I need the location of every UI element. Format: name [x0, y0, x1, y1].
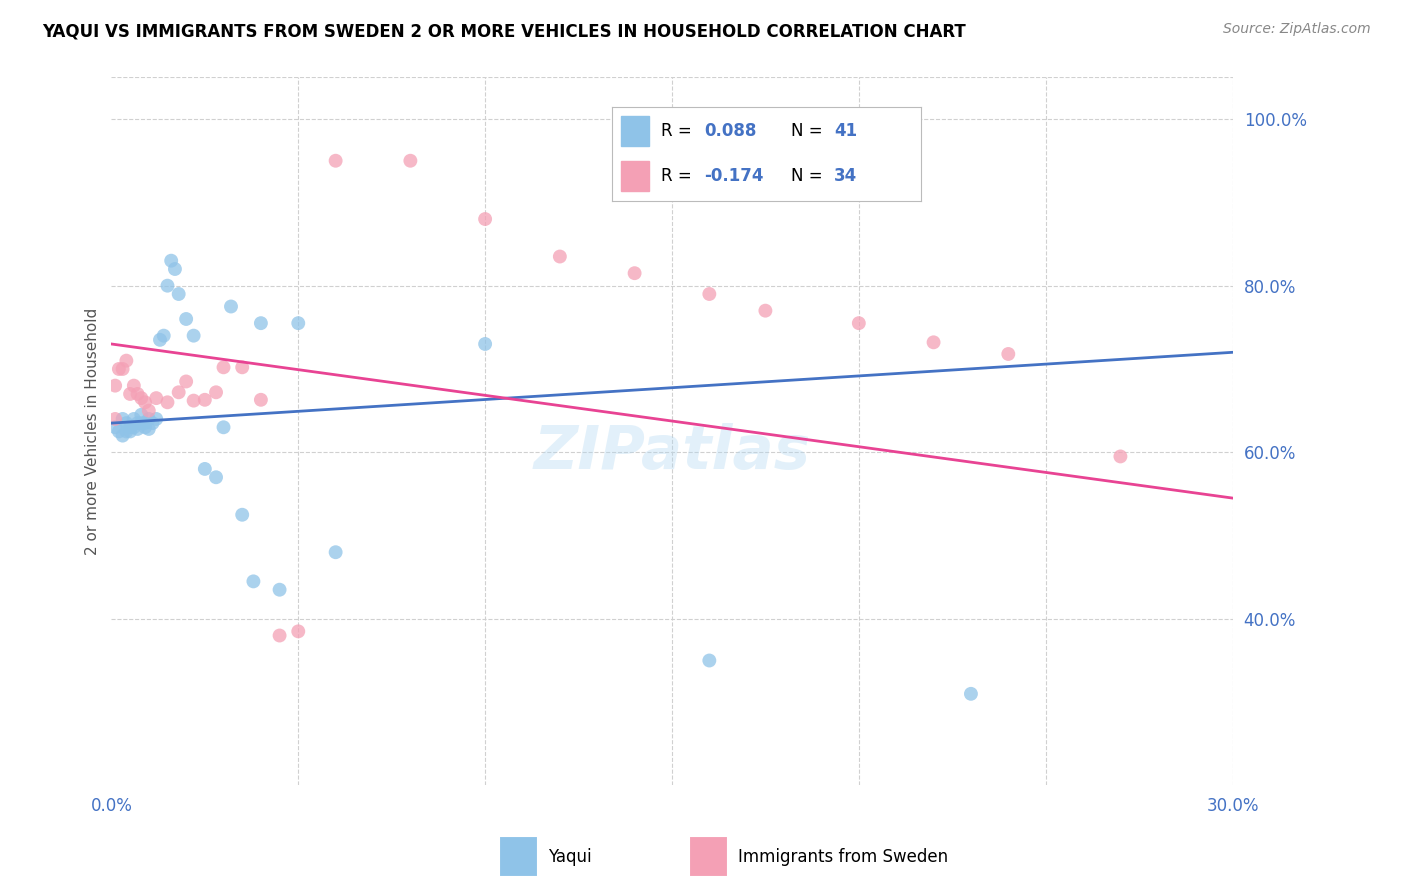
Point: [160, 253, 183, 268]
Point: [194, 392, 217, 407]
Point: [960, 687, 983, 701]
Bar: [621, 161, 648, 191]
Point: [131, 391, 153, 405]
Point: [287, 316, 309, 330]
Point: [120, 420, 142, 434]
Point: [108, 362, 131, 376]
Point: [205, 385, 228, 400]
Point: [156, 278, 179, 293]
Point: [122, 378, 145, 392]
Point: [754, 303, 776, 318]
Point: [212, 420, 235, 434]
Point: [131, 416, 153, 430]
Point: [194, 462, 217, 476]
Point: [174, 375, 197, 389]
Bar: [621, 116, 648, 146]
Point: [134, 420, 156, 434]
Point: [122, 412, 145, 426]
Point: [623, 266, 645, 280]
Point: [134, 416, 156, 430]
Point: [115, 353, 138, 368]
Point: [231, 360, 253, 375]
Point: [174, 312, 197, 326]
Point: [122, 420, 145, 434]
Point: [325, 153, 347, 168]
Point: [219, 300, 242, 314]
Point: [138, 403, 160, 417]
Y-axis label: 2 or more Vehicles in Household: 2 or more Vehicles in Household: [86, 308, 100, 555]
Point: [115, 416, 138, 430]
Point: [111, 428, 134, 442]
Point: [212, 360, 235, 375]
Text: N =: N =: [792, 167, 828, 185]
Point: [111, 412, 134, 426]
Point: [111, 362, 134, 376]
Text: ZIPatlas: ZIPatlas: [533, 423, 810, 483]
Point: [108, 425, 131, 439]
Point: [163, 262, 186, 277]
Point: [205, 470, 228, 484]
Point: [474, 337, 496, 351]
Point: [474, 212, 496, 227]
Point: [325, 545, 347, 559]
Text: 34: 34: [834, 167, 858, 185]
Point: [104, 378, 127, 392]
Point: [141, 416, 163, 430]
Point: [269, 582, 291, 597]
Point: [127, 422, 149, 436]
Point: [167, 385, 190, 400]
Point: [269, 628, 291, 642]
Point: [115, 425, 138, 439]
Point: [131, 408, 153, 422]
Text: R =: R =: [661, 167, 697, 185]
Point: [127, 416, 149, 430]
Point: [183, 328, 205, 343]
Point: [848, 316, 870, 330]
Point: [231, 508, 253, 522]
Text: Immigrants from Sweden: Immigrants from Sweden: [738, 847, 948, 865]
Point: [548, 250, 571, 264]
Text: YAQUI VS IMMIGRANTS FROM SWEDEN 2 OR MORE VEHICLES IN HOUSEHOLD CORRELATION CHAR: YAQUI VS IMMIGRANTS FROM SWEDEN 2 OR MOR…: [42, 22, 966, 40]
Point: [134, 395, 156, 409]
Point: [104, 412, 127, 426]
Point: [152, 328, 174, 343]
Point: [699, 653, 721, 667]
Point: [149, 333, 172, 347]
Text: N =: N =: [792, 122, 828, 140]
Point: [167, 287, 190, 301]
Point: [145, 391, 167, 405]
Point: [127, 387, 149, 401]
Point: [1109, 450, 1132, 464]
Point: [156, 395, 179, 409]
Point: [104, 420, 127, 434]
Point: [699, 287, 721, 301]
Point: [242, 574, 264, 589]
Point: [287, 624, 309, 639]
Point: [120, 425, 142, 439]
Point: [120, 387, 142, 401]
Text: Yaqui: Yaqui: [548, 847, 592, 865]
Point: [250, 392, 273, 407]
Point: [138, 412, 160, 426]
Point: [138, 422, 160, 436]
Point: [997, 347, 1019, 361]
Text: Source: ZipAtlas.com: Source: ZipAtlas.com: [1223, 22, 1371, 37]
Point: [250, 316, 273, 330]
Point: [145, 412, 167, 426]
Text: -0.174: -0.174: [704, 167, 763, 185]
Point: [922, 335, 945, 350]
Point: [399, 153, 422, 168]
Text: 41: 41: [834, 122, 858, 140]
Text: R =: R =: [661, 122, 697, 140]
Point: [183, 393, 205, 408]
Text: 0.088: 0.088: [704, 122, 756, 140]
